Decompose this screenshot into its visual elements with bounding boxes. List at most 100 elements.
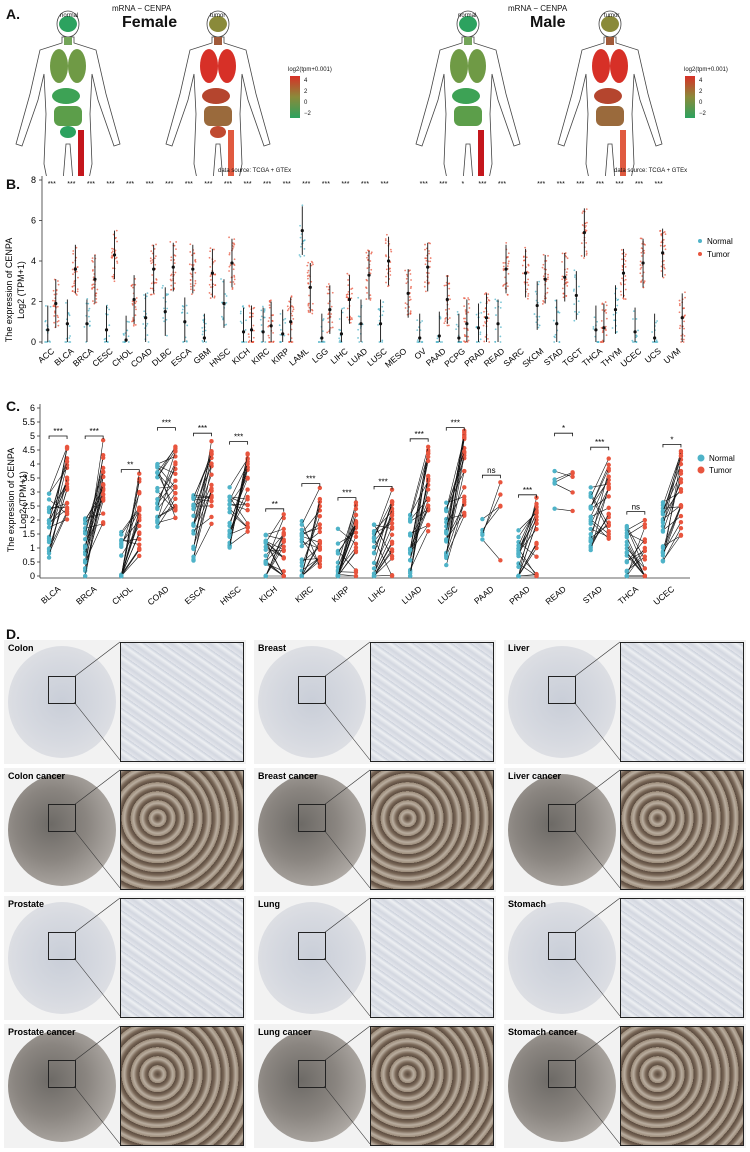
female-normal-body	[15, 10, 121, 176]
zoom-connector-top	[73, 897, 121, 934]
ihc-tile-label: Breast cancer	[258, 771, 318, 781]
panel-c-point-normal	[588, 545, 593, 550]
panel-b-point-tumor	[664, 233, 667, 236]
panel-c-pair-line	[121, 548, 140, 575]
panel-c-pair-line	[373, 526, 393, 569]
zoom-connector-top	[323, 641, 371, 678]
panel-c-pair-line	[373, 534, 393, 574]
panel-b-point-tumor	[405, 277, 408, 280]
panel-c-point-normal	[263, 573, 268, 579]
panel-b-point-tumor	[214, 273, 217, 276]
male-mrna-title: mRNA − CENPA	[508, 4, 568, 13]
panel-c-point-normal	[82, 537, 88, 542]
panel-b-point-tumor	[350, 297, 353, 300]
panel-b-point-normal	[574, 310, 576, 313]
panel-b-point-tumor	[135, 297, 138, 299]
zoom-connector-top	[573, 897, 621, 934]
panel-c-point-tumor	[534, 554, 539, 559]
panel-b-point-normal	[436, 341, 438, 343]
panel-b-median-tumor	[54, 301, 58, 306]
panel-b-point-tumor	[410, 285, 413, 288]
panel-b-point-tumor	[208, 283, 211, 286]
panel-b-point-normal	[460, 341, 463, 343]
panel-c-xtick-label: LUSC	[436, 584, 460, 606]
panel-c-point-normal	[227, 485, 232, 490]
panel-c-point-tumor	[678, 448, 684, 454]
panel-c-pair-line	[121, 532, 140, 577]
panel-b-point-tumor	[307, 304, 310, 307]
panel-b-point-tumor	[228, 252, 231, 254]
panel-c-point-tumor	[606, 494, 611, 499]
panel-c-pair-line	[626, 537, 646, 577]
panel-b-point-tumor	[662, 238, 665, 241]
panel-b-point-normal	[45, 304, 47, 307]
panel-c-point-normal	[191, 554, 196, 559]
panel-c-pair-line	[301, 546, 321, 563]
panel-c-pair-line	[626, 556, 646, 572]
panel-b-point-tumor	[346, 316, 349, 319]
panel-b-point-normal	[338, 341, 341, 343]
panel-b-significance: ***	[439, 181, 447, 188]
panel-c-point-normal	[407, 531, 413, 536]
panel-b-significance: ***	[498, 181, 506, 188]
panel-b-point-tumor	[169, 240, 172, 243]
panel-c-ytick-label: 4	[30, 459, 35, 469]
panel-b-point-tumor	[233, 278, 236, 281]
panel-b-point-normal	[279, 328, 282, 331]
panel-b-xtick-label: TGCT	[560, 346, 584, 369]
panel-c-pair-line	[409, 451, 429, 577]
panel-b-point-tumor	[561, 275, 564, 278]
panel-b-point-normal	[439, 317, 442, 320]
panel-c-point-tumor	[245, 452, 250, 457]
panel-b-point-tumor	[502, 269, 505, 272]
panel-c-pair-line	[409, 489, 429, 561]
panel-c-point-normal	[46, 491, 52, 496]
panel-b-point-normal	[378, 307, 380, 310]
panel-b-point-normal	[88, 307, 91, 310]
female-data-source: data source: TCGA + GTEx	[218, 168, 292, 174]
panel-b-point-tumor	[208, 256, 211, 259]
panel-b-point-tumor	[326, 292, 329, 295]
panel-b-point-normal	[245, 319, 247, 322]
panel-b-xtick-label: BRCA	[71, 346, 96, 369]
panel-c-ytick-label: 0.5	[22, 557, 35, 567]
panel-b-point-tumor	[585, 250, 588, 253]
panel-b-point-tumor	[330, 313, 333, 315]
panel-b-point-tumor	[408, 306, 410, 308]
panel-b-point-tumor	[228, 270, 230, 272]
panel-b-median-tumor	[524, 271, 528, 275]
panel-b-point-tumor	[151, 252, 154, 255]
panel-b-point-normal	[534, 290, 537, 293]
panel-c-point-tumor	[209, 503, 214, 509]
panel-b-point-tumor	[425, 247, 428, 250]
panel-b-point-tumor	[194, 271, 197, 274]
panel-c-point-tumor	[173, 490, 178, 496]
panel-b-point-tumor	[464, 335, 466, 338]
zoom-connector-bottom	[73, 701, 121, 761]
panel-c-pair-line	[518, 516, 537, 567]
panel-c-pair-line	[590, 517, 609, 542]
panel-b-point-tumor	[194, 258, 197, 261]
panel-c-significance: ***	[595, 438, 604, 447]
panel-b-point-tumor	[484, 336, 487, 338]
zoom-inset	[620, 770, 744, 890]
panel-b-point-normal	[284, 317, 287, 320]
panel-c-point-normal	[191, 531, 196, 536]
panel-c-pair-line	[662, 479, 682, 532]
panel-c-significance: *	[562, 424, 565, 433]
panel-b-point-tumor	[310, 308, 313, 311]
panel-c-point-tumor	[425, 444, 431, 449]
panel-b-median-normal	[359, 322, 363, 326]
panel-c-point-tumor	[642, 537, 648, 542]
panel-c-pair-line	[121, 555, 140, 577]
panel-b-point-tumor	[682, 341, 685, 343]
panel-b-point-normal	[357, 296, 360, 299]
panel-c-point-normal	[82, 544, 88, 549]
panel-c-point-tumor	[678, 503, 684, 508]
panel-b-point-tumor	[112, 233, 115, 236]
zoom-region-marker	[548, 1060, 576, 1088]
panel-c-pair-line	[373, 508, 393, 577]
panel-b-point-tumor	[331, 291, 334, 294]
panel-b-point-tumor	[507, 272, 510, 275]
panel-b-significance: ***	[478, 181, 486, 188]
